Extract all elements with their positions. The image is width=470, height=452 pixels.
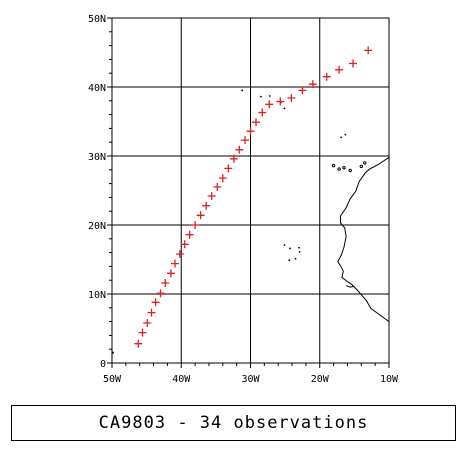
axis-ticks <box>107 17 390 368</box>
observation-marker <box>241 136 249 145</box>
observation-marker <box>143 319 152 327</box>
plot-frame <box>111 17 390 364</box>
observation-marker <box>246 127 255 136</box>
madeira-island <box>340 136 343 139</box>
azores-island <box>283 107 286 110</box>
cape-verde-island <box>298 251 301 253</box>
observation-marker <box>235 145 244 154</box>
observation-marker <box>175 250 184 258</box>
africa-coastline <box>337 156 390 323</box>
observation-marker <box>287 94 296 102</box>
azores-island <box>268 95 271 97</box>
caption-text: CA9803 - 34 observations <box>98 413 369 433</box>
cape-verde-island <box>294 257 297 260</box>
observation-marker <box>180 240 189 249</box>
observation-marker <box>161 279 170 287</box>
observation-marker <box>364 46 373 55</box>
canary-island <box>331 163 336 168</box>
observation-marker <box>207 192 216 200</box>
x-tick-label: 20W <box>311 374 330 385</box>
y-tick-label: 40N <box>88 83 106 94</box>
canary-island <box>363 161 367 165</box>
observation-marker <box>218 174 227 183</box>
observation-marker <box>185 230 194 239</box>
canary-island <box>348 168 352 173</box>
observation-marker <box>322 72 331 81</box>
observation-marker <box>335 65 344 74</box>
observation-marker <box>258 108 267 117</box>
y-axis-tick-labels: 0 10N 20N 30N 40N 50N <box>88 14 106 370</box>
x-tick-label: 40W <box>172 374 191 385</box>
y-tick-label: 0 <box>100 359 106 370</box>
observation-points <box>134 46 373 348</box>
observation-marker <box>134 339 143 348</box>
madeira-island <box>344 133 347 136</box>
canary-island <box>359 164 363 169</box>
y-tick-label: 20N <box>88 221 106 232</box>
observation-marker <box>147 308 156 317</box>
observation-marker <box>191 221 200 229</box>
cape-verde-island <box>288 259 291 262</box>
observation-marker <box>151 298 160 307</box>
y-tick-label: 50N <box>88 14 106 25</box>
observation-marker <box>213 183 222 191</box>
azores-island <box>259 95 262 98</box>
observation-marker <box>166 269 175 278</box>
observation-marker <box>308 80 317 89</box>
observation-marker <box>265 100 274 109</box>
coastline <box>111 89 390 354</box>
observation-marker <box>138 328 147 337</box>
cape-verde-island <box>283 244 286 246</box>
observation-marker <box>349 59 357 68</box>
observation-marker <box>202 201 211 210</box>
cape-verde-island <box>289 247 291 250</box>
observation-marker <box>156 289 165 298</box>
canary-island <box>337 167 341 171</box>
observation-marker <box>171 259 179 268</box>
observation-marker <box>196 211 205 220</box>
x-tick-label: 10W <box>380 374 399 385</box>
grid-lines <box>112 18 389 363</box>
cape-verde-island <box>298 246 300 249</box>
y-tick-label: 30N <box>88 152 106 163</box>
canary-island <box>342 166 346 170</box>
azores-island <box>241 89 244 92</box>
x-tick-label: 50W <box>103 374 122 385</box>
y-tick-label: 10N <box>88 290 106 301</box>
observation-marker <box>252 118 260 127</box>
observation-marker <box>229 154 238 163</box>
observation-marker <box>276 97 285 106</box>
observation-marker <box>224 164 233 173</box>
x-axis-tick-labels: 50W 40W 30W 20W 10W <box>103 374 399 385</box>
x-tick-label: 30W <box>241 374 260 385</box>
bijagos-islands <box>345 285 355 288</box>
observation-marker <box>298 86 307 95</box>
caption-box: CA9803 - 34 observations <box>11 405 456 441</box>
